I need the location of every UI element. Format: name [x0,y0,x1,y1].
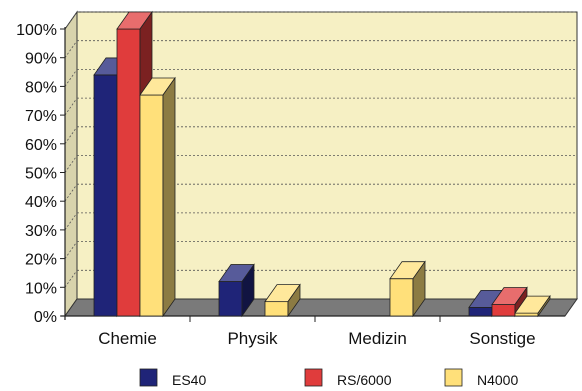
gridline-side [64,69,78,87]
y-tick-label: 100% [16,22,57,39]
bar [139,76,176,318]
gridline-side [64,270,78,288]
y-tick-label: 20% [25,252,57,269]
gridline-side [64,97,78,116]
y-tick-label: 10% [25,280,57,297]
legend-item: N4000 [444,368,518,388]
category-label: Sonstige [469,329,535,348]
legend-swatch [304,368,323,387]
gridline-side [64,126,78,145]
legend-item: ES40 [139,368,206,388]
bar-side [412,260,426,318]
legend-label: RS/6000 [337,372,392,388]
bar-front [116,28,141,317]
y-tick-label: 60% [25,137,57,154]
y-tick-label: 30% [25,223,57,240]
bar-side [162,76,176,318]
y-tick-labels: 0% 10% 20% 30% 40% 50% 60% 70% 80% 90% 100% [16,22,65,326]
bar [514,294,551,318]
y-tick-label: 80% [25,79,57,96]
bar-front [264,301,289,317]
category-label: Medizin [348,329,407,348]
y-tick-label: 90% [25,51,57,68]
bar [264,283,301,318]
gridline-side [64,241,78,259]
gridline-side [64,155,78,173]
legend-item: RS/6000 [304,368,392,388]
bar-front [218,281,243,317]
x-tick-labels: Chemie Physik Medizin Sonstige [98,316,536,348]
bar-front [93,74,118,317]
category-label: Physik [227,329,278,348]
legend-label: ES40 [172,372,206,388]
gridline-side [64,212,78,231]
side-wall [64,10,78,318]
gridline-side [64,11,78,30]
bars [93,10,551,318]
legend: ES40 RS/6000 N4000 [139,368,518,388]
bar-front [389,278,414,317]
legend-label: N4000 [477,372,518,388]
bar-side [537,294,551,318]
bar-front [139,94,164,317]
bar [389,260,426,318]
y-tick-label: 40% [25,194,57,211]
legend-swatch [444,368,463,387]
bar-front [514,312,539,317]
category-label: Chemie [98,329,157,348]
y-tick-label: 70% [25,108,57,125]
gridline-side [64,183,78,202]
bar [218,263,255,318]
legend-swatch [139,368,158,387]
bar-side [287,283,301,318]
bar-front [491,304,516,317]
bar-front [468,306,493,317]
y-tick-label: 0% [34,309,57,326]
bar-side [241,263,255,318]
y-tick-label: 50% [25,166,57,183]
gridlines [64,11,577,288]
gridline-side [64,40,78,58]
